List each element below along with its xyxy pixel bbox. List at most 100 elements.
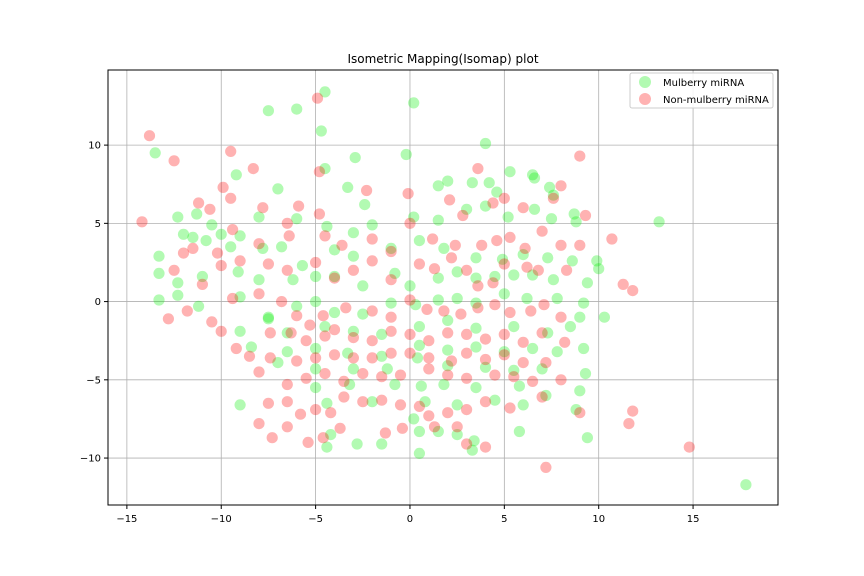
mulberry-point <box>187 231 199 243</box>
non-mulberry-point <box>379 427 391 439</box>
non-mulberry-point <box>559 336 571 348</box>
non-mulberry-point <box>555 239 567 251</box>
non-mulberry-point <box>187 242 199 254</box>
mulberry-point <box>381 363 393 375</box>
mulberry-point <box>432 180 444 192</box>
mulberry-point <box>153 294 165 306</box>
non-mulberry-point <box>449 239 461 251</box>
y-tick-label: −10 <box>80 454 101 465</box>
non-mulberry-point <box>479 353 492 366</box>
non-mulberry-point <box>547 192 560 204</box>
mulberry-point <box>328 270 341 283</box>
mulberry-point <box>438 378 450 391</box>
mulberry-point <box>408 413 420 425</box>
mulberry-point <box>502 211 514 223</box>
mulberry-point <box>564 321 577 333</box>
y-tick-label: 5 <box>95 219 101 230</box>
non-mulberry-point <box>217 181 229 193</box>
mulberry-point <box>257 242 269 254</box>
mulberry-point <box>347 227 359 239</box>
mulberry-point <box>342 347 354 359</box>
non-mulberry-point <box>627 405 639 417</box>
mulberry-point <box>521 292 533 305</box>
non-mulberry-point <box>234 255 246 267</box>
x-tick-label: −15 <box>116 514 137 525</box>
non-mulberry-point <box>442 369 454 381</box>
mulberry-point <box>262 313 274 325</box>
mulberry-point <box>451 429 463 441</box>
non-mulberry-point <box>204 203 216 215</box>
non-mulberry-point <box>338 375 350 387</box>
mulberry-point <box>542 327 554 339</box>
mulberry-point <box>544 181 556 193</box>
mulberry-point <box>206 219 218 231</box>
non-mulberry-point <box>366 305 378 317</box>
non-mulberry-point <box>281 217 293 229</box>
mulberry-point <box>196 270 208 283</box>
non-mulberry-point <box>215 260 227 272</box>
mulberry-point <box>272 357 284 369</box>
mulberry-point <box>272 183 284 195</box>
mulberry-point <box>504 166 516 178</box>
mulberry-point <box>310 342 322 355</box>
non-mulberry-point <box>428 263 441 275</box>
legend-marker-non-mulberry <box>639 93 651 105</box>
mulberry-point <box>234 399 246 411</box>
non-mulberry-point <box>253 418 265 430</box>
non-mulberry-point <box>561 264 573 276</box>
mulberry-point <box>177 228 190 240</box>
non-mulberry-point <box>413 258 425 270</box>
mulberry-point <box>536 363 548 375</box>
non-mulberry-point <box>357 396 369 408</box>
non-mulberry-point <box>536 225 548 237</box>
mulberry-point <box>357 280 369 292</box>
mulberry-point <box>489 394 501 406</box>
non-mulberry-point <box>442 407 454 419</box>
non-mulberry-point <box>498 328 510 340</box>
non-mulberry-point <box>225 145 237 157</box>
non-mulberry-point <box>262 397 274 409</box>
non-mulberry-point <box>519 242 531 254</box>
mulberry-point <box>319 321 331 333</box>
mulberry-point <box>574 385 586 397</box>
non-mulberry-point <box>313 166 325 178</box>
non-mulberry-point <box>479 333 492 345</box>
non-mulberry-point <box>281 421 293 433</box>
non-mulberry-point <box>281 396 293 408</box>
mulberry-point <box>172 289 184 301</box>
mulberry-point <box>483 177 495 189</box>
mulberry-point <box>579 368 592 380</box>
mulberry-point <box>413 447 425 459</box>
mulberry-point <box>593 263 605 275</box>
mulberry-point <box>310 363 322 375</box>
non-mulberry-point <box>617 278 629 290</box>
non-mulberry-point <box>325 407 337 419</box>
non-mulberry-point <box>376 371 388 383</box>
non-mulberry-point <box>517 336 529 348</box>
non-mulberry-point <box>461 347 473 359</box>
non-mulberry-point <box>540 357 552 369</box>
non-mulberry-point <box>266 432 278 444</box>
mulberry-point <box>230 169 242 181</box>
mulberry-point <box>234 230 246 242</box>
mulberry-point <box>234 325 246 337</box>
non-mulberry-point <box>168 264 180 276</box>
non-mulberry-point <box>627 285 639 297</box>
mulberry-point <box>347 325 359 337</box>
non-mulberry-point <box>404 217 416 229</box>
mulberry-point <box>517 249 529 261</box>
mulberry-point <box>442 175 454 187</box>
non-mulberry-point <box>366 233 378 245</box>
non-mulberry-point <box>196 278 208 290</box>
non-mulberry-point <box>574 239 586 251</box>
mulberry-point <box>581 432 594 444</box>
non-mulberry-point <box>310 256 322 269</box>
non-mulberry-point <box>328 272 341 284</box>
non-mulberry-point <box>328 324 341 336</box>
x-tick-label: −5 <box>308 514 323 525</box>
non-mulberry-point <box>385 245 397 258</box>
non-mulberry-point <box>181 305 193 317</box>
non-mulberry-point <box>311 92 324 104</box>
non-mulberry-point <box>498 192 510 204</box>
mulberry-point <box>491 186 503 198</box>
